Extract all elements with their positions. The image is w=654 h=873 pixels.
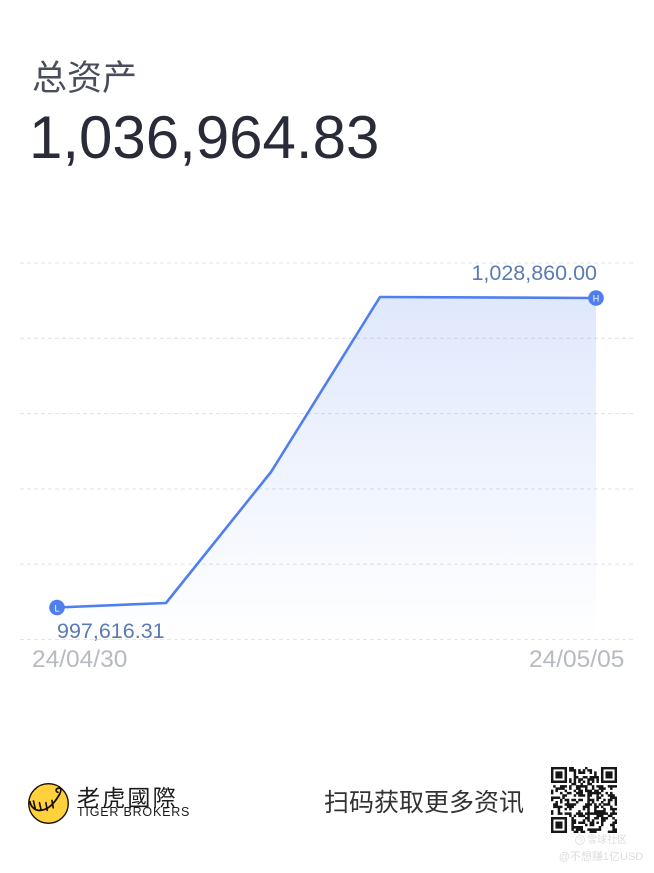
svg-text:L: L <box>54 604 59 614</box>
svg-text:997,616.31: 997,616.31 <box>57 619 165 643</box>
svg-text:1,028,860.00: 1,028,860.00 <box>471 261 597 285</box>
svg-text:H: H <box>593 294 600 304</box>
